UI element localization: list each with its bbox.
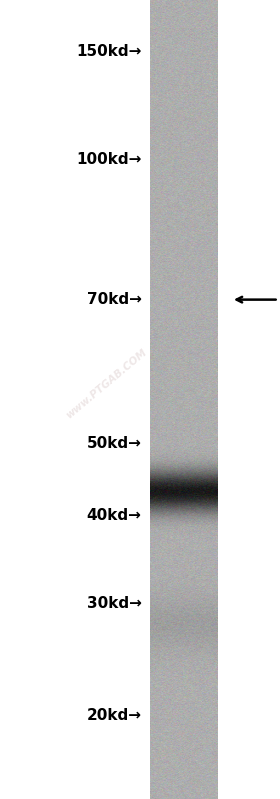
Text: 70kd→: 70kd→ bbox=[87, 292, 141, 307]
Text: 20kd→: 20kd→ bbox=[87, 708, 141, 722]
Text: www.PTGAB.COM: www.PTGAB.COM bbox=[64, 347, 149, 420]
Text: 100kd→: 100kd→ bbox=[76, 153, 141, 167]
Text: 40kd→: 40kd→ bbox=[87, 508, 141, 523]
Text: 30kd→: 30kd→ bbox=[87, 596, 141, 610]
Text: 150kd→: 150kd→ bbox=[76, 45, 141, 59]
Text: 50kd→: 50kd→ bbox=[87, 436, 141, 451]
